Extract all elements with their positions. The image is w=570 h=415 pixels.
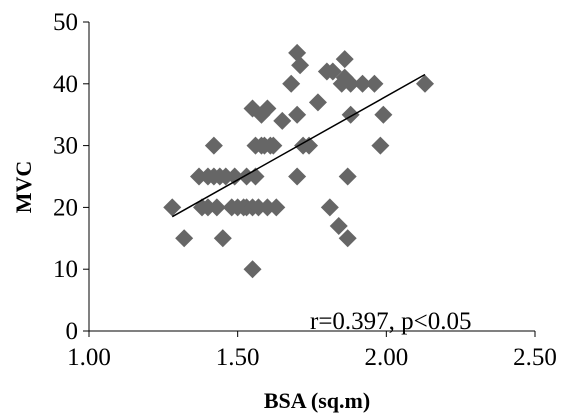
data-points — [163, 43, 434, 279]
data-point — [353, 74, 372, 93]
y-tick-label: 40 — [53, 71, 78, 98]
data-point — [288, 105, 307, 124]
y-tick-label: 10 — [53, 256, 78, 283]
x-ticks: 1.00 1.50 2.00 2.50 — [67, 331, 557, 371]
data-point — [371, 136, 390, 155]
data-point — [341, 105, 360, 124]
data-point — [335, 50, 354, 69]
data-point — [288, 167, 307, 186]
data-point — [163, 198, 182, 217]
y-tick-label: 50 — [53, 9, 78, 36]
trend-line — [171, 73, 426, 218]
data-point — [258, 99, 277, 118]
y-axis-title: MVC — [11, 161, 36, 214]
data-point — [243, 260, 262, 279]
data-point — [267, 198, 286, 217]
x-tick-label: 1.50 — [216, 344, 260, 371]
data-point — [273, 111, 292, 130]
data-point — [415, 74, 434, 93]
data-point — [288, 43, 307, 62]
data-point — [225, 167, 244, 186]
data-point — [323, 62, 342, 81]
data-point — [213, 229, 232, 248]
x-tick-label: 1.00 — [67, 344, 111, 371]
y-tick-label: 20 — [53, 194, 78, 221]
y-ticks: 0 10 20 30 40 50 — [53, 9, 89, 345]
data-point — [338, 229, 357, 248]
data-point — [291, 56, 310, 75]
y-tick-label: 30 — [53, 133, 78, 160]
data-point — [341, 74, 360, 93]
data-point — [329, 216, 348, 235]
data-point — [374, 105, 393, 124]
x-tick-label: 2.50 — [513, 344, 557, 371]
data-point — [308, 93, 327, 112]
correlation-annotation: r=0.397, p<0.05 — [310, 308, 472, 335]
data-point — [204, 136, 223, 155]
data-point — [365, 74, 384, 93]
x-axis-title: BSA (sq.m) — [264, 388, 370, 413]
data-point — [282, 74, 301, 93]
data-point — [207, 198, 226, 217]
y-tick-label: 0 — [66, 318, 79, 345]
data-point — [175, 229, 194, 248]
data-point — [338, 167, 357, 186]
data-point — [300, 136, 319, 155]
data-point — [264, 136, 283, 155]
x-tick-label: 2.00 — [364, 344, 408, 371]
data-point — [320, 198, 339, 217]
